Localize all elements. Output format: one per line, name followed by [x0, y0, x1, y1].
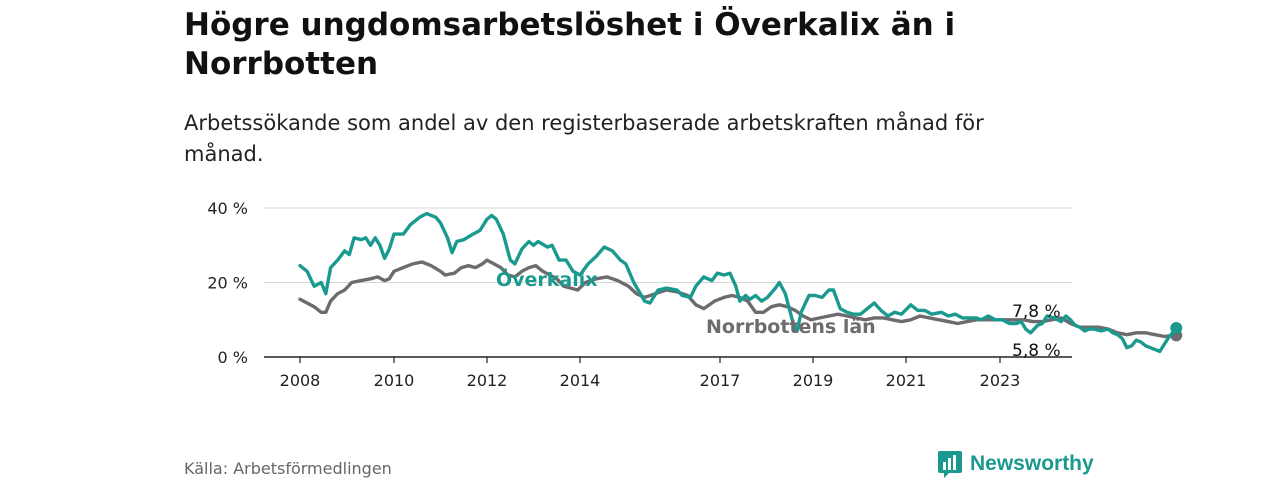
- y-tick-label: 20 %: [207, 274, 248, 293]
- series-label-norrbotten: Norrbottens län: [706, 316, 876, 338]
- line-chart: 0 % 20 % 40 % 2008 2010 2012 2014 2017 2019 2021…: [207, 199, 1183, 390]
- x-tick-label: 2017: [700, 371, 741, 390]
- x-tick-label: 2021: [886, 371, 927, 390]
- source-note: Källa: Arbetsförmedlingen: [184, 459, 392, 478]
- grid-layer: [264, 207, 1072, 283]
- brand-name: Newsworthy: [970, 452, 1094, 475]
- bar-chart-logo-icon: [938, 451, 962, 478]
- y-tick-label: 0 %: [218, 348, 248, 367]
- series-end-point-overkalix: [1170, 321, 1183, 334]
- x-tick-label: 2010: [374, 371, 415, 390]
- series-line-norrbotten: [298, 258, 1178, 339]
- y-tick-label: 40 %: [207, 199, 248, 218]
- x-tick-label: 2023: [980, 371, 1021, 390]
- x-tick-label: 2012: [467, 371, 508, 390]
- chart-subtitle: Arbetssökande som andel av den registerb…: [184, 111, 984, 166]
- x-tick-label: 2008: [280, 371, 321, 390]
- y-axis: 0 % 20 % 40 %: [207, 199, 248, 367]
- chart-title: Högre ungdomsarbetslöshet i Överkalix än…: [184, 7, 956, 82]
- end-label-overkalix: 7,8 %: [1012, 302, 1061, 322]
- x-axis: 2008 2010 2012 2014 2017 2019 2021 2023: [264, 356, 1072, 390]
- x-tick-label: 2014: [560, 371, 601, 390]
- end-label-norrbotten: 5,8 %: [1012, 341, 1061, 361]
- series-line-overkalix: [298, 211, 1178, 354]
- brand-logo: Newsworthy: [937, 449, 1094, 479]
- series-layer: [298, 211, 1183, 354]
- x-tick-label: 2019: [793, 371, 834, 390]
- series-label-overkalix: Överkalix: [496, 267, 598, 291]
